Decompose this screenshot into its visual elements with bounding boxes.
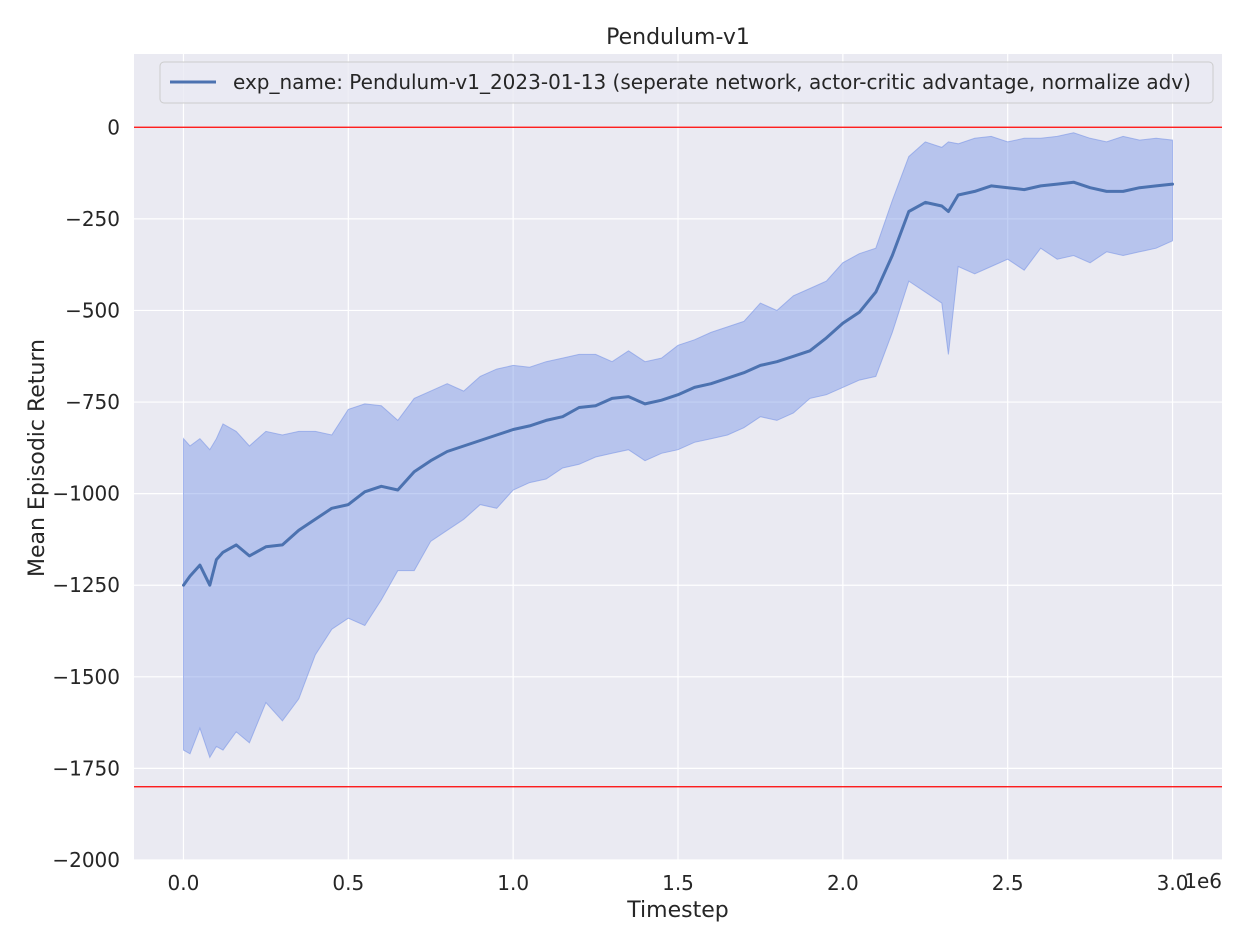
confidence-band-layer	[183, 132, 1173, 759]
y-tick-label: −250	[65, 207, 120, 231]
x-tick-label: 0.5	[332, 871, 364, 895]
legend-box	[159, 61, 1214, 104]
y-tick-label: −500	[65, 298, 120, 322]
x-tick-label: 1.0	[497, 871, 529, 895]
y-tick-label: −1500	[52, 665, 120, 689]
x-tick-label: 0.0	[168, 871, 200, 895]
x-tick-label: 1.5	[662, 871, 694, 895]
confidence-band	[183, 132, 1173, 759]
series-line	[182, 180, 1174, 587]
x-axis-title: Timestep	[626, 898, 728, 923]
legend: exp_name: Pendulum-v1_2023-01-13 (sepera…	[159, 61, 1214, 104]
y-tick-label: −1250	[52, 573, 120, 597]
y-tick-label: −1000	[52, 482, 120, 506]
y-tick-label: 0	[107, 115, 120, 139]
y-axis-title: Mean Episodic Return	[25, 339, 50, 577]
x-axis-ticks: 0.0 0.5 1.0 1.5 2.0 2.5 3.0	[168, 871, 1189, 895]
x-tick-label: 2.5	[992, 871, 1024, 895]
x-tick-label: 3.0	[1157, 871, 1189, 895]
y-tick-label: −1750	[52, 756, 120, 780]
y-axis-ticks: 0 −250 −500 −750 −1000 −1250 −1500 −1750 −2000	[52, 115, 120, 872]
legend-entry-label: exp_name: Pendulum-v1_2023-01-13 (sepera…	[233, 70, 1191, 94]
y-tick-label: −750	[65, 390, 120, 414]
y-tick-label: −2000	[52, 848, 120, 872]
x-axis-offset-label: 1e6	[1184, 869, 1222, 893]
x-tick-label: 2.0	[827, 871, 859, 895]
series-line-layer	[182, 180, 1174, 587]
chart-title: Pendulum-v1	[606, 25, 750, 50]
reference-lines	[134, 126, 1222, 788]
